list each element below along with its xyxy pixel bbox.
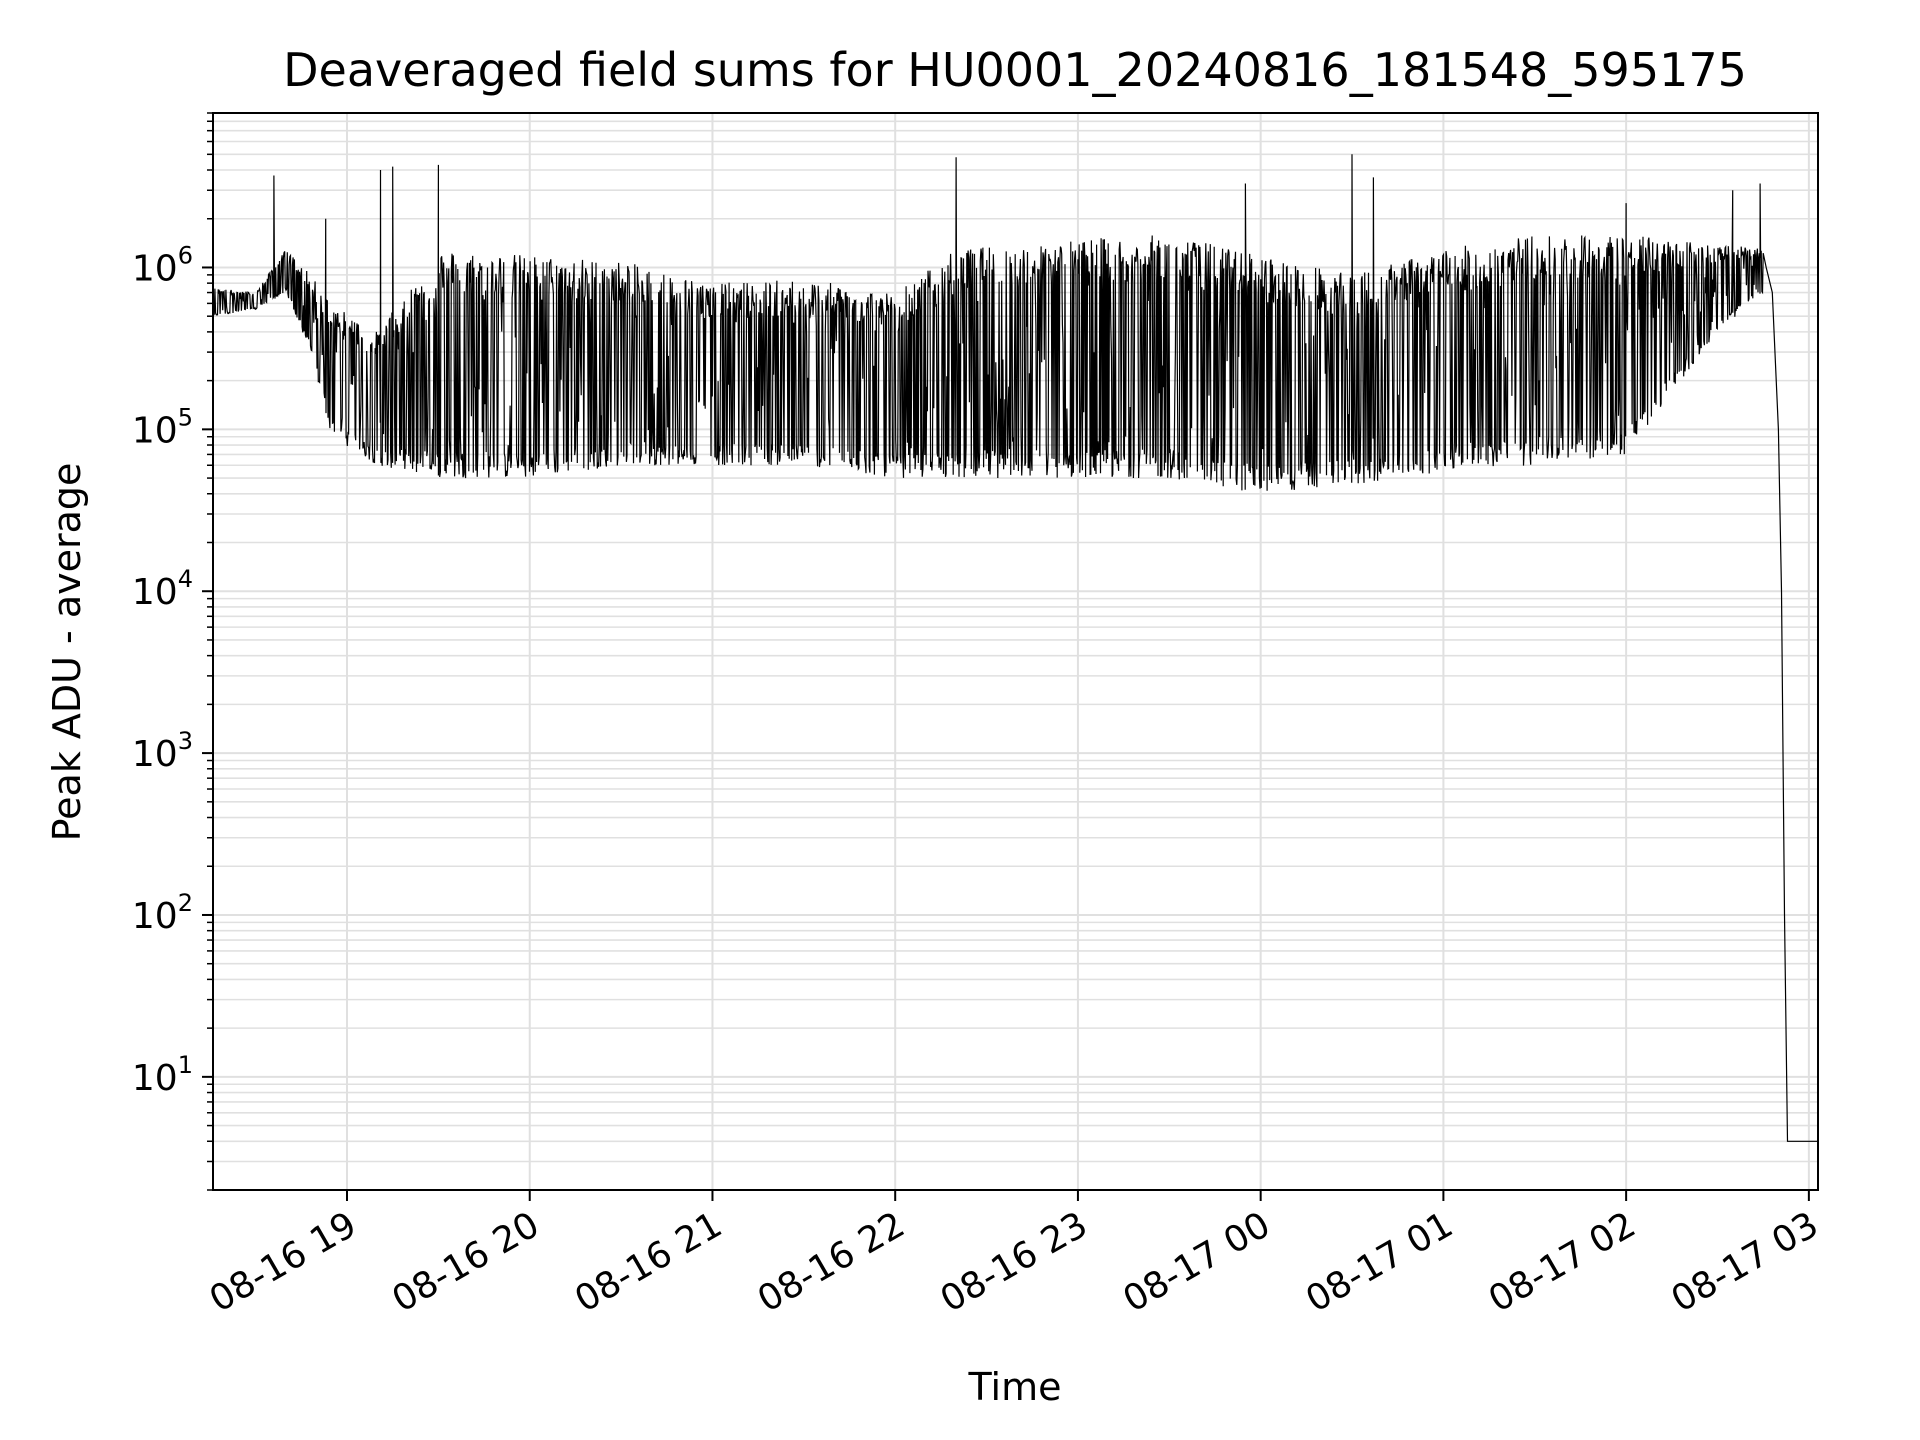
y-tick-label-exponent: 5 (178, 403, 193, 431)
series-group (212, 154, 1818, 1142)
y-tick-label: 105 (132, 403, 193, 451)
x-axis-label: Time (968, 1365, 1062, 1409)
y-tick-label-base: 10 (132, 572, 178, 613)
y-tick-label-exponent: 3 (178, 727, 193, 755)
series-line (212, 154, 1818, 1142)
y-tick-label-base: 10 (132, 896, 178, 937)
y-tick-label-base: 10 (132, 734, 178, 775)
y-tick-label-exponent: 2 (178, 889, 193, 917)
y-tick-label: 101 (132, 1051, 193, 1099)
y-tick-label: 106 (132, 241, 193, 289)
y-axis-label: Peak ADU - average (45, 463, 89, 842)
y-tick-label-base: 10 (132, 248, 178, 289)
y-tick-label-exponent: 6 (178, 241, 193, 269)
grid (213, 112, 1818, 1191)
y-tick-label: 104 (132, 565, 193, 613)
y-tick-label-exponent: 4 (178, 565, 193, 593)
chart-title: Deaveraged field sums for HU0001_2024081… (283, 43, 1747, 97)
y-tick-label: 102 (132, 889, 193, 937)
y-tick-label-base: 10 (132, 1058, 178, 1099)
y-tick-label: 103 (132, 727, 193, 775)
y-tick-label-base: 10 (132, 410, 178, 451)
plot-frame (212, 112, 1819, 1191)
y-tick-label-exponent: 1 (178, 1051, 193, 1079)
